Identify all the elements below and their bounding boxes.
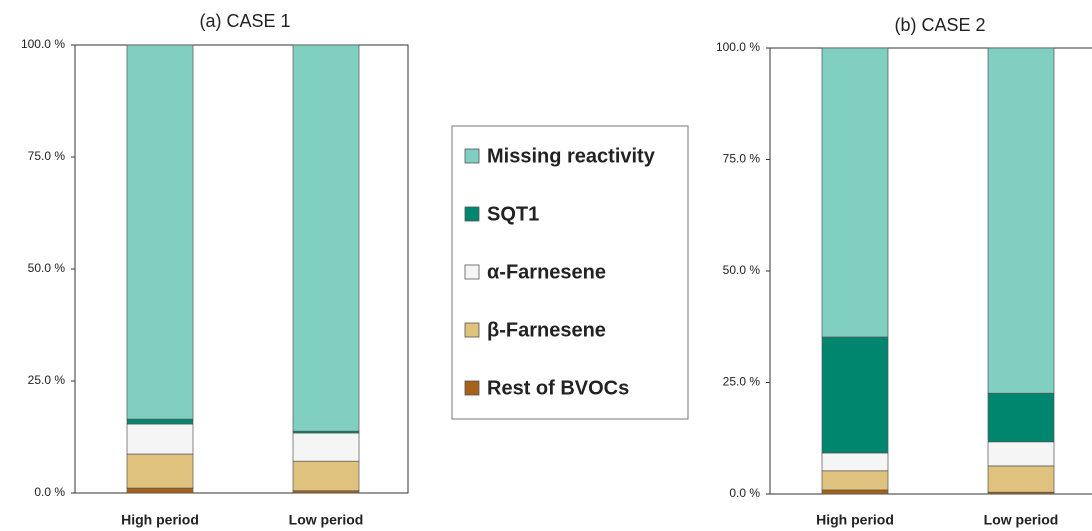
legend-label: SQT1 xyxy=(487,203,539,225)
y-tick-label: 100.0 % xyxy=(21,37,65,51)
bar-segment xyxy=(987,441,1055,467)
bar-segment xyxy=(987,465,1055,493)
bar-segment xyxy=(126,487,194,494)
y-tick-label: 50.0 % xyxy=(723,263,761,277)
y-tick-label: 100.0 % xyxy=(716,40,760,54)
legend-label: β-Farnesene xyxy=(487,319,606,341)
bar-segment xyxy=(126,453,194,489)
legend-swatch xyxy=(464,380,480,396)
legend-label: Missing reactivity xyxy=(487,145,656,167)
x-tick-label: Low period xyxy=(984,512,1059,528)
y-tick-label: 0.0 % xyxy=(34,485,65,499)
bar-segment xyxy=(126,44,194,420)
chart-title: (a) CASE 1 xyxy=(199,11,290,31)
bar-segment xyxy=(292,432,360,462)
legend-label: α-Farnesene xyxy=(487,261,606,283)
bar-segment xyxy=(292,44,360,432)
bar-segment xyxy=(821,489,889,495)
y-tick-label: 50.0 % xyxy=(28,261,66,275)
bar-segment xyxy=(821,470,889,491)
bar-segment xyxy=(126,418,194,425)
bar-segment xyxy=(987,392,1055,443)
y-tick-label: 75.0 % xyxy=(723,152,761,166)
legend-swatch xyxy=(464,148,480,164)
bar-segment xyxy=(821,47,889,338)
bar-segment xyxy=(292,460,360,492)
x-tick-label: High period xyxy=(121,512,199,528)
bar-segment xyxy=(987,47,1055,394)
legend-swatch xyxy=(464,322,480,338)
legend-box xyxy=(451,125,689,420)
x-tick-label: High period xyxy=(816,512,894,528)
y-tick-label: 75.0 % xyxy=(28,149,66,163)
y-tick-label: 0.0 % xyxy=(729,486,760,500)
legend-swatch xyxy=(464,264,480,280)
y-tick-label: 25.0 % xyxy=(723,375,761,389)
bar-segment xyxy=(821,336,889,454)
bar-segment xyxy=(126,423,194,455)
x-tick-label: Low period xyxy=(289,512,364,528)
y-tick-label: 25.0 % xyxy=(28,373,66,387)
bar-segment xyxy=(821,452,889,472)
chart-title: (b) CASE 2 xyxy=(894,15,985,35)
legend-label: Rest of BVOCs xyxy=(487,377,629,399)
legend-swatch xyxy=(464,206,480,222)
